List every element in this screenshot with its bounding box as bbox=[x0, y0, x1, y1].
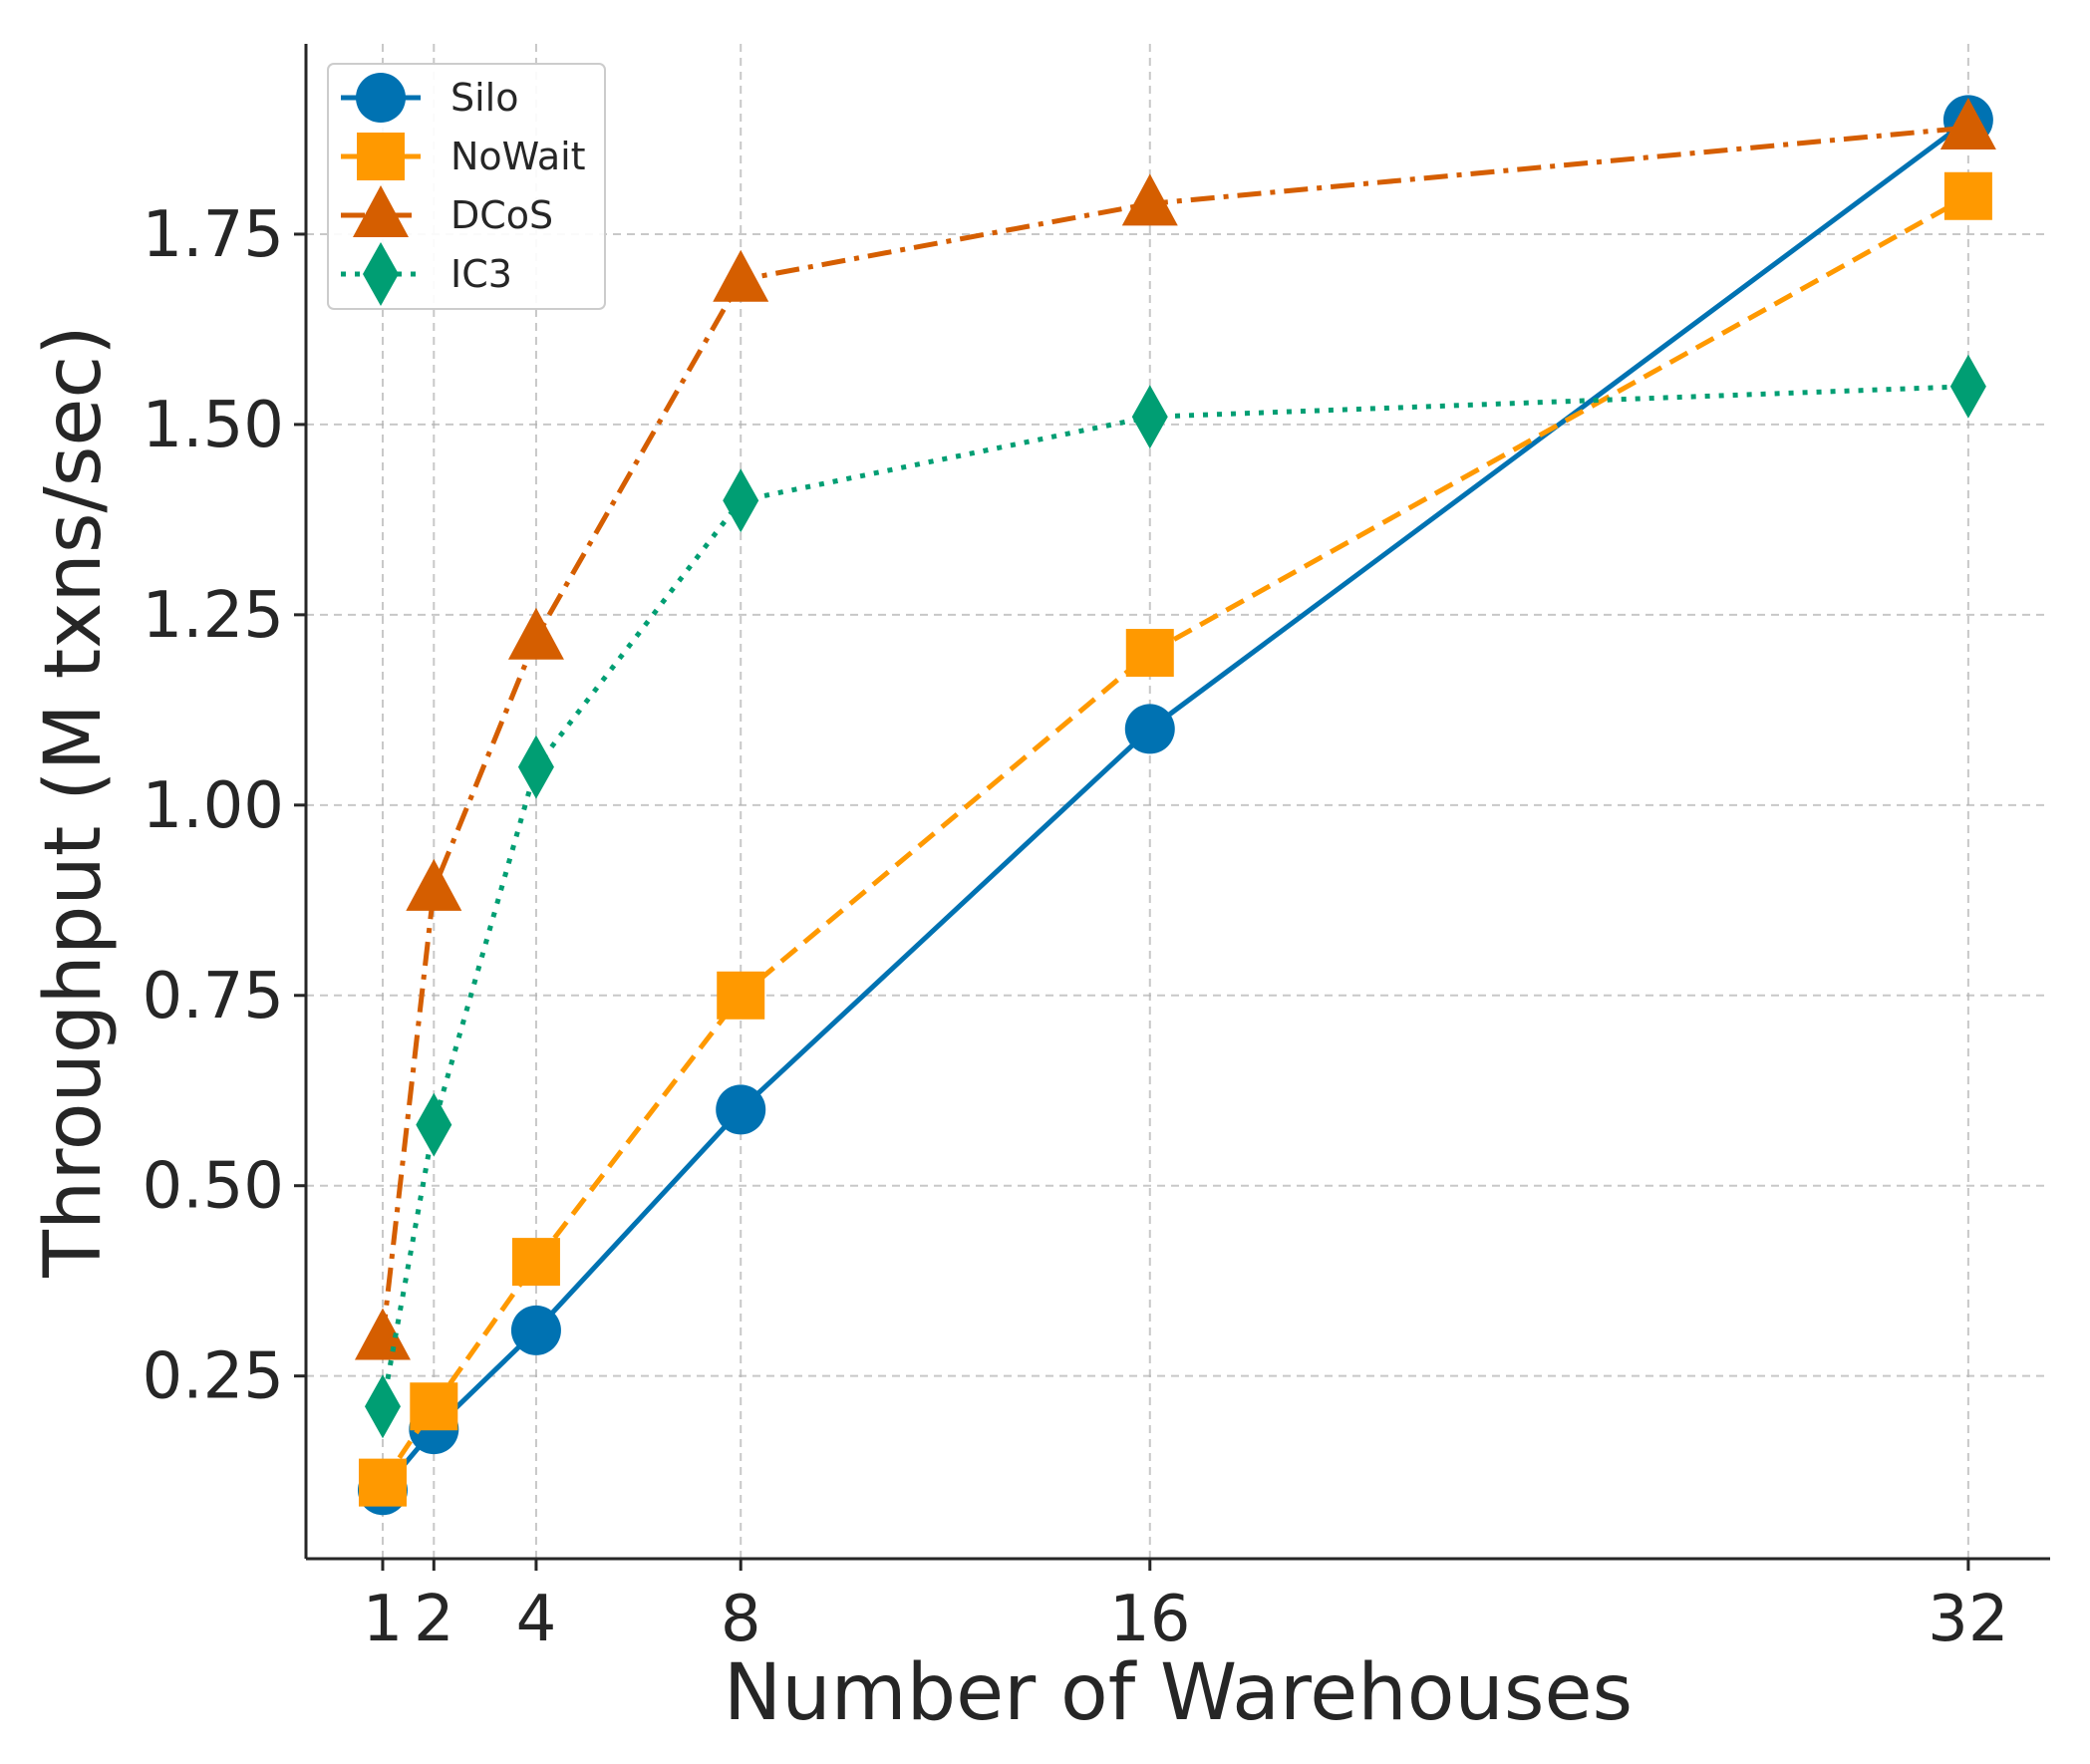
legend-frame bbox=[327, 63, 606, 310]
legend-marker bbox=[357, 133, 405, 180]
x-tick-label: 2 bbox=[414, 1583, 454, 1656]
series-dcos bbox=[354, 98, 1996, 1360]
x-tick-label: 16 bbox=[1109, 1583, 1190, 1656]
data-point bbox=[1949, 354, 1986, 419]
x-tick-label: 32 bbox=[1928, 1583, 2008, 1656]
data-point bbox=[510, 1305, 561, 1355]
data-point bbox=[416, 1092, 452, 1157]
x-axis-label: Number of Warehouses bbox=[724, 1648, 1633, 1738]
series-line bbox=[380, 125, 1969, 1338]
series-line bbox=[380, 193, 1970, 1485]
data-point bbox=[717, 971, 765, 1020]
y-tick-label: 1.75 bbox=[143, 198, 285, 272]
data-point bbox=[410, 1382, 458, 1431]
data-point bbox=[364, 1374, 401, 1439]
legend-item-ic3: IC3 bbox=[341, 242, 512, 306]
y-axis-label: Throughput (M txns/sec) bbox=[29, 325, 119, 1278]
y-tick-label: 0.25 bbox=[143, 1340, 285, 1414]
data-point bbox=[507, 607, 564, 660]
data-point bbox=[517, 735, 554, 799]
data-point bbox=[1124, 704, 1175, 754]
legend-item-nowait: NoWait bbox=[341, 133, 586, 180]
legend-label: Silo bbox=[450, 76, 519, 120]
data-point bbox=[1121, 173, 1178, 226]
ticks: 0.25 0.50 0.75 1.00 1.25 1.50 1.75 1 2 4 8 16 32 bbox=[143, 198, 2009, 1656]
legend-marker bbox=[356, 73, 406, 123]
axes bbox=[304, 44, 2050, 1561]
y-tick-label: 1.25 bbox=[143, 579, 285, 653]
y-tick-label: 0.75 bbox=[143, 960, 285, 1033]
legend-marker bbox=[363, 242, 399, 306]
data-point bbox=[358, 1458, 407, 1507]
legend: Silo NoWait DCoS IC3 bbox=[327, 63, 606, 310]
data-point bbox=[713, 249, 769, 302]
data-point bbox=[716, 1084, 766, 1135]
legend-label: DCoS bbox=[450, 193, 553, 237]
series-ic3 bbox=[364, 354, 1986, 1439]
x-tick-label: 1 bbox=[363, 1583, 404, 1656]
data-point bbox=[354, 1308, 411, 1360]
series-line bbox=[380, 384, 1968, 1407]
data-point bbox=[1943, 171, 1992, 220]
y-tick-label: 1.00 bbox=[143, 769, 285, 843]
y-tick-label: 1.50 bbox=[143, 389, 285, 462]
series-nowait bbox=[358, 171, 1992, 1507]
legend-label: IC3 bbox=[450, 252, 512, 296]
data-point bbox=[1940, 98, 1996, 150]
legend-item-dcos: DCoS bbox=[341, 185, 553, 237]
legend-label: NoWait bbox=[450, 135, 586, 178]
x-tick-label: 8 bbox=[721, 1583, 761, 1656]
data-point bbox=[723, 468, 759, 533]
data-point bbox=[1131, 385, 1168, 449]
x-tick-label: 4 bbox=[516, 1583, 557, 1656]
data-point bbox=[1125, 629, 1174, 678]
legend-marker bbox=[353, 185, 409, 237]
legend-item-silo: Silo bbox=[341, 73, 519, 123]
series bbox=[354, 95, 1996, 1516]
grid bbox=[306, 44, 2050, 1559]
y-tick-label: 0.50 bbox=[143, 1150, 285, 1224]
data-point bbox=[511, 1238, 560, 1287]
data-point bbox=[406, 858, 462, 911]
